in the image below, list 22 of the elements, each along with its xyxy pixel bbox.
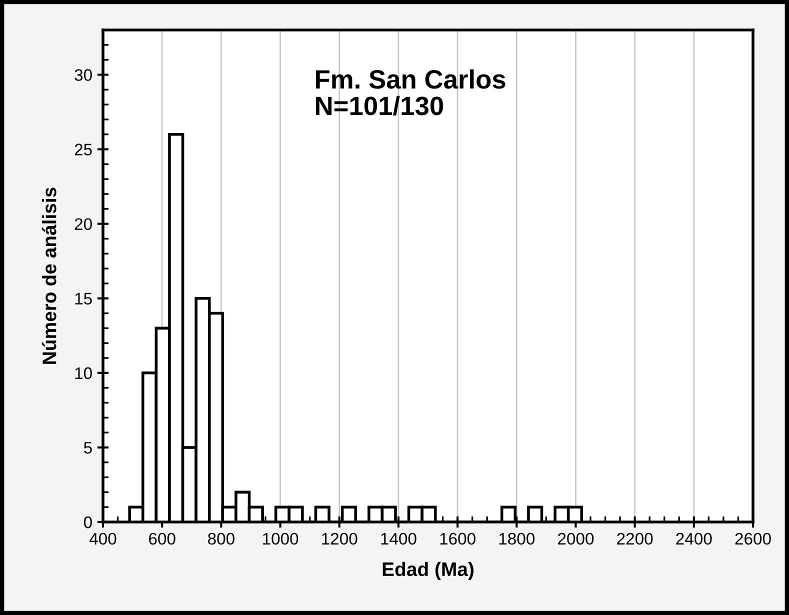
y-tick-label: 5 <box>84 442 92 454</box>
y-tick-label: 15 <box>75 292 92 305</box>
y-tick-label: 25 <box>74 144 92 156</box>
annotation: Fm. San Carlos N=101/130 <box>316 69 506 116</box>
x-tick-label: 400 <box>89 532 116 545</box>
x-tick-label: 800 <box>208 532 234 545</box>
x-tick-label: 1200 <box>322 532 358 545</box>
x-tick-label: 2400 <box>676 532 712 545</box>
y-tick-label: 20 <box>74 218 92 230</box>
y-tick-label: 30 <box>74 69 92 81</box>
x-tick-label: 2600 <box>735 532 771 545</box>
x-tick-label: 2000 <box>558 532 594 545</box>
y-tick-label: 10 <box>75 367 92 380</box>
y-tick-label: 0 <box>84 516 92 528</box>
x-tick-label: 1400 <box>381 532 416 545</box>
x-tick-label: 2200 <box>617 532 653 545</box>
x-tick-label: 600 <box>149 532 176 545</box>
x-tick-label: 1800 <box>499 532 535 545</box>
y-axis-title: Número de análisis <box>42 188 56 364</box>
x-tick-label: 1600 <box>440 532 476 545</box>
x-tick-label: 1000 <box>263 532 298 545</box>
x-axis-title: Edad (Ma) <box>382 562 474 580</box>
